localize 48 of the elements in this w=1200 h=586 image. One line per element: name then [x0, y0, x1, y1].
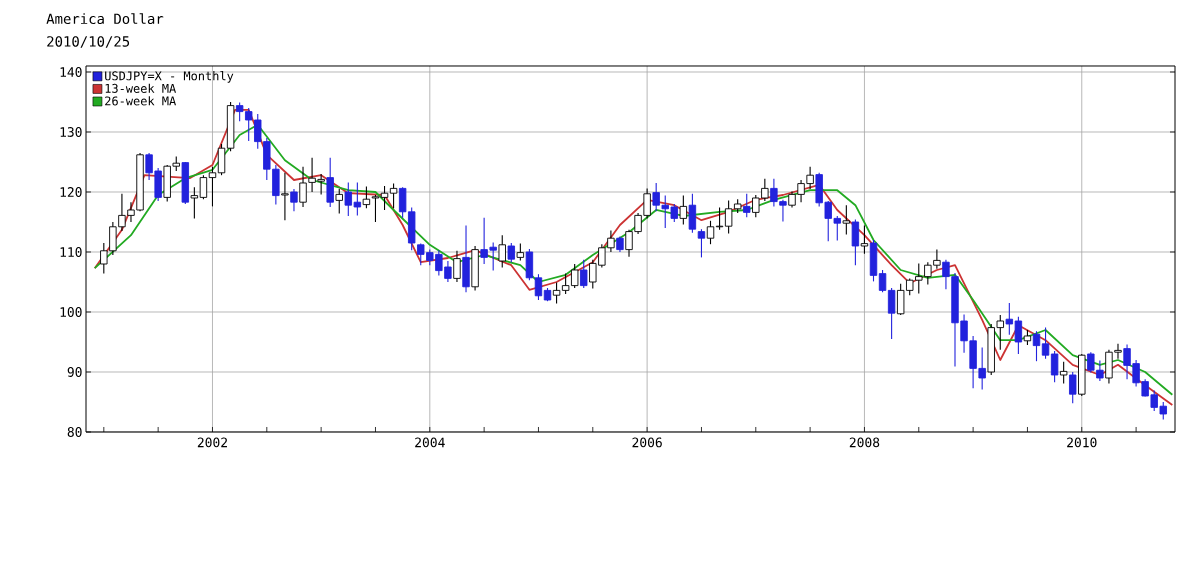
- candlestick: [281, 172, 289, 221]
- candlestick: [552, 282, 561, 305]
- candlestick: [706, 220, 715, 245]
- candlestick: [1050, 350, 1059, 383]
- candlestick: [697, 228, 706, 258]
- legend-label: 13-week MA: [105, 83, 176, 93]
- legend-label: 26-week MA: [105, 96, 176, 106]
- y-tick-label: 120: [60, 187, 82, 197]
- x-tick-label: 2008: [849, 437, 880, 448]
- candlestick: [1032, 330, 1041, 362]
- chart-title: America Dollar: [46, 13, 164, 25]
- candlestick: [1041, 327, 1050, 360]
- legend-label: USDJPY=X - Monthly: [105, 71, 234, 83]
- candlestick: [507, 242, 515, 263]
- y-tick-label: 80: [67, 427, 82, 437]
- candlestick: [335, 188, 343, 215]
- candlestick: [371, 194, 380, 223]
- candlestick: [208, 166, 217, 207]
- y-tick-label: 140: [60, 67, 82, 77]
- y-tick-label: 90: [67, 367, 82, 377]
- candlestick: [860, 225, 869, 255]
- candlestick: [380, 185, 389, 211]
- candlestick: [842, 204, 851, 236]
- candlestick: [1069, 371, 1077, 404]
- candlestick: [887, 287, 896, 340]
- y-tick-label: 100: [60, 307, 82, 317]
- candlestick: [190, 186, 199, 219]
- candlestick: [498, 234, 506, 269]
- candlestick: [688, 193, 697, 234]
- x-tick-label: 2010: [1067, 437, 1097, 448]
- candlestick: [1059, 361, 1068, 384]
- candlestick: [362, 186, 371, 209]
- candlestick: [580, 259, 588, 289]
- y-tick-label: 110: [60, 247, 82, 257]
- x-tick-label: 2004: [415, 437, 445, 448]
- candlestick: [743, 193, 751, 218]
- candlestick: [878, 269, 887, 293]
- candlestick: [453, 250, 461, 283]
- x-tick-label: 2002: [197, 437, 227, 448]
- x-tick-label: 2006: [632, 437, 662, 448]
- candlestick: [199, 174, 208, 200]
- candlestick: [534, 273, 543, 301]
- chart-subtitle: 2010/10/25: [47, 36, 130, 48]
- candlestick: [290, 188, 298, 212]
- candlestick: [679, 195, 688, 225]
- y-tick-label: 130: [60, 127, 82, 137]
- candlestick: [389, 183, 398, 209]
- candlestick: [851, 219, 860, 266]
